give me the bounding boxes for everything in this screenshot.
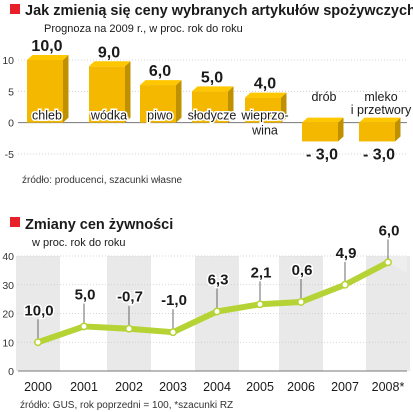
line-point (256, 300, 264, 309)
bar-top (27, 55, 69, 60)
line-area-highlight (388, 256, 407, 274)
bar-y-tick-label: 0 (8, 118, 14, 130)
bar-chart-title-marker (10, 4, 20, 14)
line-x-tick-label: 2001 (70, 380, 98, 394)
line-point (213, 307, 221, 316)
bar-value-label: 6,0 (149, 63, 171, 80)
line-y-tick-label: 20 (2, 309, 14, 321)
bar-face (245, 97, 281, 123)
line-point (341, 280, 349, 289)
bar-value-label: 10,0 (31, 38, 62, 55)
bar-value-label: 4,0 (254, 76, 276, 93)
line-x-tick-label: 2005 (246, 380, 274, 394)
bar-value-label: 5,0 (201, 69, 223, 86)
bar-value-label: 9,0 (98, 44, 120, 61)
bar-category-label: wieprzo- (240, 109, 288, 123)
line-column-band (16, 256, 60, 371)
bar-value-label: - 3,0 (306, 146, 338, 163)
line-x-tick-label: 2006 (287, 380, 315, 394)
line-chart-y-ticks: 40 30 20 10 0 (2, 251, 14, 378)
bar-category-label: mleko (364, 90, 397, 104)
bar-side (125, 61, 131, 123)
bar-face (359, 122, 395, 142)
line-chart-plot: 10,0 2000 5,0 2001 -0,7 2002 -1,0 2003 6,3 2004 2,… (23, 221, 407, 394)
bar-chart-y-ticks: 10 5 0 -5 (2, 55, 14, 161)
line-y-tick-label: 0 (8, 366, 14, 378)
bar-category-label: słodycze (188, 109, 237, 123)
bar-side (281, 92, 287, 123)
line-y-tick-label: 40 (2, 251, 14, 263)
line-point (80, 322, 88, 331)
line-x-tick-label: 2004 (203, 380, 231, 394)
bar-category-label: wódka (90, 109, 127, 123)
bar-y-tick-label: 5 (8, 86, 14, 98)
bar-chart-plot: 10,0 chleb 9,0 wódka 6,0 piwo 5,0 słodycze 4,0 wi… (27, 38, 412, 163)
bar-top (192, 86, 234, 92)
bar-5 (302, 117, 344, 142)
bar-face (89, 66, 125, 123)
bar-4 (245, 92, 287, 123)
line-value-label: 5,0 (75, 286, 96, 303)
bar-chart-source: źródło: producenci, szacunki własne (22, 175, 183, 186)
bar-top (245, 92, 287, 98)
bar-3 (192, 86, 234, 123)
bar-category-label: piwo (147, 109, 173, 123)
line-x-tick-label: 2008* (372, 380, 405, 394)
bar-side (176, 80, 182, 123)
line-chart: Zmiany cen żywności w proc. rok do roku … (2, 217, 410, 411)
bar-6 (359, 117, 401, 142)
bar-category-label: i przetwory (351, 103, 412, 117)
bar-face (192, 91, 228, 123)
line-x-tick-label: 2007 (331, 380, 359, 394)
bar-y-tick-label: -5 (5, 149, 14, 161)
bar-side (63, 55, 69, 123)
line-x-tick-label: 2003 (159, 380, 187, 394)
line-value-label: 2,1 (251, 264, 272, 281)
bar-0 (27, 55, 69, 123)
line-point (34, 338, 42, 347)
line-x-tick-label: 2000 (24, 380, 52, 394)
line-y-tick-label: 10 (2, 337, 14, 349)
line-chart-grid (16, 255, 410, 372)
bar-face (27, 60, 63, 123)
bar-y-tick-label: 10 (2, 55, 14, 67)
bar-side (228, 86, 234, 123)
bar-top (359, 117, 401, 123)
line-value-label: 6,0 (379, 222, 400, 239)
bar-top (89, 61, 131, 67)
bar-face (140, 85, 176, 123)
bar-chart-subtitle: Prognoza na 2009 r., w proc. rok do roku (44, 23, 243, 35)
line-point (169, 328, 177, 337)
line-value-label: 6,3 (208, 271, 229, 288)
line-x-tick-label: 2002 (115, 380, 143, 394)
bar-face (302, 122, 338, 142)
line-value-label: -0,7 (117, 289, 143, 306)
bar-chart: Jak zmienią się ceny wybranych artykułów… (2, 3, 413, 186)
bar-side (395, 117, 401, 142)
bar-chart-title: Jak zmienią się ceny wybranych artykułów… (25, 3, 413, 19)
line-value-label: -1,0 (161, 292, 187, 309)
line-chart-subtitle: w proc. rok do roku (31, 237, 126, 249)
bar-category-label: wina (251, 124, 278, 138)
line-point (297, 298, 305, 306)
bar-1 (89, 61, 131, 123)
line-chart-title-marker (10, 217, 20, 227)
line-chart-source: źródło: GUS, rok poprzedni = 100, *szacu… (20, 400, 233, 411)
line-chart-title: Zmiany cen żywności (25, 217, 173, 233)
bar-category-label: chleb (32, 109, 62, 123)
line-point (384, 258, 392, 267)
line-value-label: 10,0 (24, 302, 53, 319)
line-y-tick-label: 30 (2, 280, 14, 292)
bar-value-label: - 3,0 (363, 146, 395, 163)
line-value-label: 4,9 (336, 245, 357, 262)
bar-top (140, 80, 182, 86)
bar-category-label: drób (311, 90, 336, 104)
line-point (125, 324, 133, 333)
bar-2 (140, 80, 182, 123)
bar-top (302, 117, 344, 123)
line-value-label: 0,6 (292, 262, 313, 279)
bar-side (338, 117, 344, 142)
